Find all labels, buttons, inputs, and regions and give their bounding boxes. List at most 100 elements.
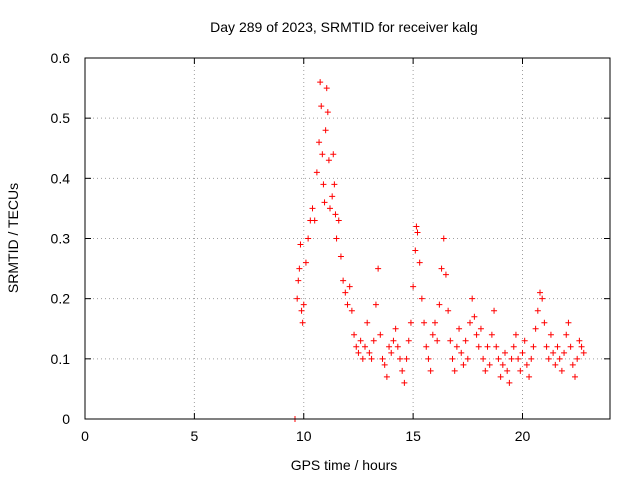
data-point: [362, 343, 368, 350]
data-point: [534, 307, 541, 314]
data-point: [576, 337, 583, 344]
data-point: [346, 283, 353, 290]
data-point: [305, 235, 312, 242]
data-point: [491, 307, 498, 314]
x-tick-label: 20: [515, 428, 531, 444]
data-point: [348, 307, 355, 314]
data-point: [495, 355, 502, 362]
data-point: [517, 367, 524, 374]
data-point: [554, 343, 561, 350]
data-point: [317, 79, 324, 86]
data-point: [427, 367, 434, 374]
data-point: [458, 349, 465, 356]
data-point: [423, 343, 430, 350]
data-point: [486, 361, 493, 368]
data-point: [563, 331, 570, 338]
data-point: [329, 193, 336, 200]
data-point: [521, 337, 528, 344]
data-point: [421, 319, 428, 326]
data-point: [567, 343, 574, 350]
data-point: [357, 337, 364, 344]
data-point: [497, 373, 504, 380]
data-point: [565, 319, 572, 326]
data-point: [377, 331, 384, 338]
data-point: [351, 331, 358, 338]
data-point: [344, 301, 351, 308]
y-axis-label: SRMTID / TECUs: [5, 183, 21, 293]
data-point: [475, 343, 482, 350]
data-point: [436, 301, 443, 308]
data-point: [547, 331, 554, 338]
data-point: [447, 337, 454, 344]
data-point: [574, 355, 581, 362]
data-point: [510, 343, 517, 350]
data-point: [440, 235, 447, 242]
data-point: [414, 229, 421, 236]
data-point: [556, 355, 563, 362]
data-point: [442, 271, 449, 278]
data-point: [469, 295, 476, 302]
y-tick-label: 0: [62, 411, 70, 427]
data-point: [506, 379, 513, 386]
data-point: [532, 325, 539, 332]
data-point: [425, 355, 432, 362]
y-tick-label: 0.5: [51, 110, 71, 126]
y-tick-label: 0.3: [51, 231, 71, 247]
data-point: [392, 325, 399, 332]
data-point: [318, 103, 325, 110]
data-point: [319, 151, 326, 158]
data-point: [298, 307, 305, 314]
data-point: [394, 343, 401, 350]
data-point: [432, 319, 438, 326]
data-point: [418, 295, 425, 302]
y-tick-labels: 0 0.1 0.2 0.3 0.4 0.5 0.6: [51, 50, 71, 427]
x-tick-label: 5: [190, 428, 198, 444]
plot-frame: [84, 57, 611, 420]
data-point: [302, 259, 309, 266]
data-point: [353, 343, 360, 350]
data-point: [300, 301, 307, 308]
data-point: [467, 319, 473, 326]
data-point: [316, 139, 323, 146]
data-point: [327, 205, 333, 212]
data-point: [502, 349, 508, 356]
data-point: [390, 337, 397, 344]
data-point: [379, 355, 386, 362]
data-point: [499, 361, 506, 368]
data-point: [493, 343, 500, 350]
data-point: [484, 343, 491, 350]
data-point: [512, 331, 519, 338]
data-point: [429, 331, 436, 338]
data-point: [413, 223, 420, 230]
data-point: [330, 151, 337, 158]
data-point: [545, 355, 552, 362]
data-point: [488, 331, 495, 338]
data-point: [537, 289, 543, 296]
data-point: [399, 367, 406, 374]
data-point: [309, 205, 316, 212]
data-point: [434, 337, 441, 344]
data-point: [530, 343, 537, 350]
data-point: [359, 355, 366, 362]
data-point: [401, 379, 408, 386]
x-tick-label: 0: [81, 428, 89, 444]
y-tick-label: 0.2: [51, 291, 71, 307]
data-point: [381, 361, 388, 368]
data-point: [388, 349, 395, 356]
data-point: [578, 343, 585, 350]
data-point: [569, 361, 576, 368]
data-point: [471, 313, 478, 320]
data-point: [296, 265, 303, 272]
data-point: [325, 157, 332, 164]
data-point: [397, 355, 403, 362]
data-point: [464, 355, 471, 362]
x-tick-labels: 0 5 10 15 20: [81, 428, 530, 444]
data-point: [519, 349, 526, 356]
data-point: [526, 373, 533, 380]
data-point: [321, 199, 328, 206]
data-point: [324, 109, 331, 116]
data-point: [313, 169, 320, 176]
data-point: [504, 367, 511, 374]
data-point: [332, 211, 339, 218]
data-point: [372, 301, 379, 308]
